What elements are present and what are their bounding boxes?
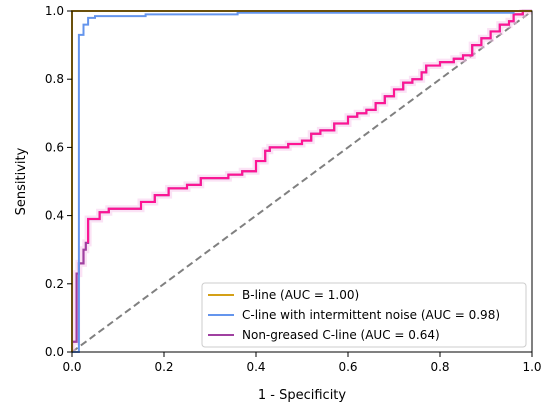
y-tick-label: 0.6: [45, 140, 64, 154]
y-axis-title: Sensitivity: [14, 147, 29, 215]
x-tick-label: 0.4: [246, 360, 265, 374]
x-tick-label: 0.6: [338, 360, 357, 374]
reference-diagonal-line: [71, 10, 533, 353]
y-tick-label: 0.2: [45, 277, 64, 291]
x-tick-label: 0.8: [430, 360, 449, 374]
x-axis-title: 1 - Specificity: [258, 388, 347, 403]
legend-label: C-line with intermittent noise (AUC = 0.…: [242, 308, 500, 322]
y-tick-label: 0.4: [45, 209, 64, 223]
series-line-c-line-with-intermittent-noise: [72, 10, 532, 353]
legend: B-line (AUC = 1.00) C-line with intermitt…: [201, 282, 527, 348]
y-tick-label: 1.0: [45, 4, 64, 18]
legend-box: [201, 282, 527, 348]
legend-label: B-line (AUC = 1.00): [242, 288, 359, 302]
y-tick-label: 0.8: [45, 72, 64, 86]
series-overlay-non-greased-c-line: [87, 10, 532, 243]
plot-frame: [71, 10, 533, 353]
y-tick-label: 0.0: [45, 345, 64, 359]
x-tick-label: 0.2: [154, 360, 173, 374]
axes: 0.0 0.2 0.4 0.6 0.8 1.0 0.0 0.2 0.4 0.6 0.8 1.0: [45, 4, 542, 374]
x-tick-label: 1.0: [522, 360, 541, 374]
x-tick-label: 0.0: [62, 360, 81, 374]
legend-label: Non-greased C-line (AUC = 0.64): [242, 328, 440, 342]
